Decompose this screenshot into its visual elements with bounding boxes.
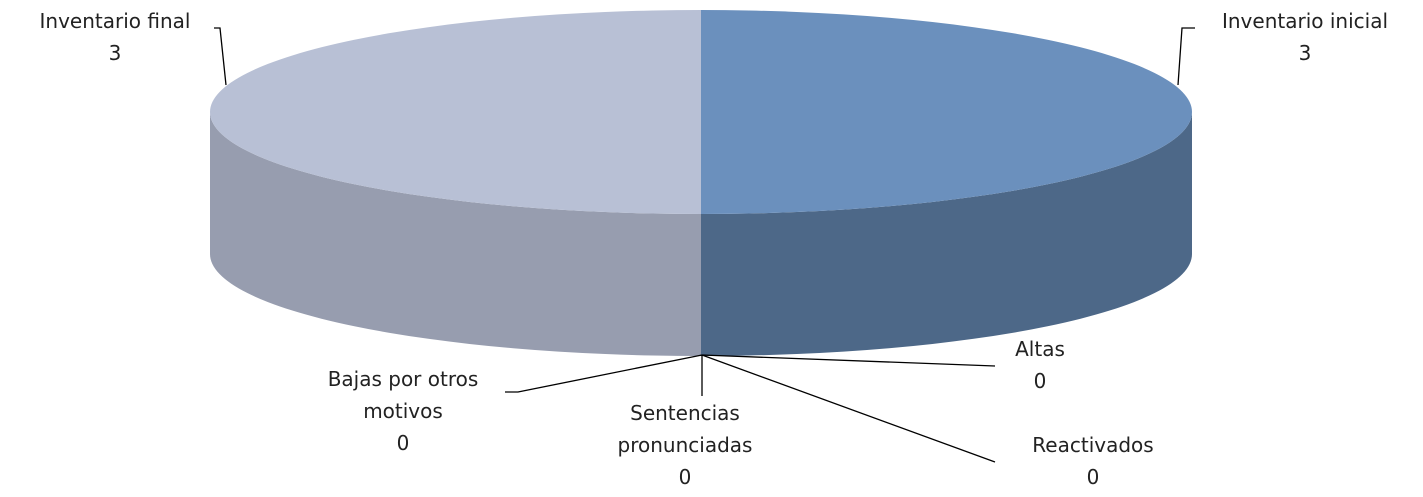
slice-side [210, 112, 701, 356]
data-label-name: Inventario inicial [1222, 9, 1388, 33]
data-label-value: 3 [109, 41, 122, 65]
data-label-name: Inventario final [40, 9, 191, 33]
data-label-name: Reactivados [1032, 433, 1153, 457]
leader-line [505, 354, 703, 393]
data-label-name: Bajas por otros motivos [328, 367, 479, 423]
data-label-value: 0 [679, 465, 692, 489]
data-label-name: Altas [1015, 337, 1065, 361]
leader-line [214, 27, 227, 86]
slice [210, 10, 701, 214]
data-label-value: 0 [397, 431, 410, 455]
slice [701, 10, 1192, 214]
data-label-value: 3 [1299, 41, 1312, 65]
data-label-value: 0 [1034, 369, 1047, 393]
slice-side [701, 112, 1192, 356]
leader-line [701, 354, 996, 367]
leader-line [701, 354, 996, 463]
leader-line [1177, 27, 1195, 86]
data-label-name: Sentencias pronunciadas [618, 401, 753, 457]
data-label-value: 0 [1087, 465, 1100, 489]
